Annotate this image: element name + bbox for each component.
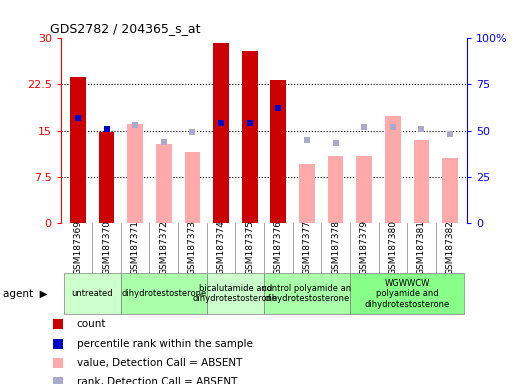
Bar	[70, 77, 86, 223]
Bar	[270, 79, 286, 223]
Text: bicalutamide and
dihydrotestosterone: bicalutamide and dihydrotestosterone	[193, 284, 278, 303]
Text: control polyamide an
dihydrotestosterone: control polyamide an dihydrotestosterone	[262, 284, 352, 303]
Bar	[127, 124, 143, 223]
FancyBboxPatch shape	[264, 273, 350, 314]
Text: GSM187369: GSM187369	[73, 220, 82, 275]
Text: WGWWCW
polyamide and
dihydrotestosterone: WGWWCW polyamide and dihydrotestosterone	[364, 279, 450, 309]
Text: agent  ▶: agent ▶	[3, 289, 48, 299]
Text: GDS2782 / 204365_s_at: GDS2782 / 204365_s_at	[50, 22, 201, 35]
FancyBboxPatch shape	[350, 273, 465, 314]
Text: untreated: untreated	[71, 289, 113, 298]
Text: GSM187378: GSM187378	[331, 220, 340, 275]
Text: GSM187377: GSM187377	[303, 220, 312, 275]
Bar	[413, 140, 429, 223]
Text: GSM187374: GSM187374	[216, 220, 225, 275]
Bar	[328, 156, 343, 223]
Text: dihydrotestosterone: dihydrotestosterone	[121, 289, 206, 298]
Text: GSM187382: GSM187382	[446, 220, 455, 275]
Bar	[213, 43, 229, 223]
Text: GSM187381: GSM187381	[417, 220, 426, 275]
Bar	[442, 158, 458, 223]
Text: GSM187372: GSM187372	[159, 220, 168, 275]
Bar	[156, 144, 172, 223]
Bar	[299, 164, 315, 223]
Text: GSM187380: GSM187380	[388, 220, 398, 275]
FancyBboxPatch shape	[121, 273, 207, 314]
Bar	[356, 156, 372, 223]
Text: GSM187379: GSM187379	[360, 220, 369, 275]
FancyBboxPatch shape	[207, 273, 264, 314]
Text: percentile rank within the sample: percentile rank within the sample	[77, 339, 252, 349]
Text: GSM187375: GSM187375	[245, 220, 254, 275]
Text: value, Detection Call = ABSENT: value, Detection Call = ABSENT	[77, 358, 242, 368]
Bar	[185, 152, 200, 223]
Text: count: count	[77, 319, 106, 329]
Bar	[242, 51, 258, 223]
FancyBboxPatch shape	[63, 273, 121, 314]
Text: GSM187371: GSM187371	[130, 220, 140, 275]
Text: GSM187376: GSM187376	[274, 220, 283, 275]
Bar	[385, 116, 401, 223]
Text: rank, Detection Call = ABSENT: rank, Detection Call = ABSENT	[77, 377, 237, 384]
Bar	[99, 132, 115, 223]
Text: GSM187370: GSM187370	[102, 220, 111, 275]
Text: GSM187373: GSM187373	[188, 220, 197, 275]
